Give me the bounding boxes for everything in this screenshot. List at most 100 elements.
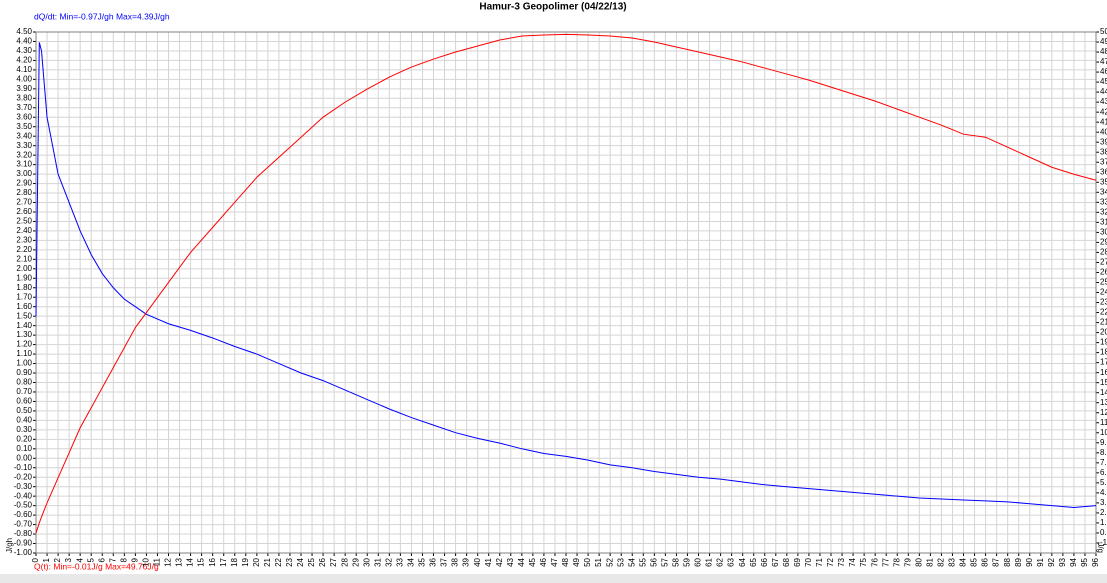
x-tick-label: 26 [318, 557, 327, 566]
x-tick-label: 74 [848, 557, 857, 566]
y2-tick-label: 16.00 [1100, 368, 1107, 377]
x-tick-label: 13 [175, 557, 184, 566]
x-tick-label: 56 [649, 557, 658, 566]
x-tick-label: 95 [1080, 557, 1089, 566]
y2-axis-label: J/g [1096, 542, 1105, 553]
x-tick-label: 27 [329, 557, 338, 566]
y2-tick-label: 11.00 [1100, 418, 1107, 427]
x-tick-label: 6 [97, 557, 106, 562]
y2-tick-label: 0.00 [1100, 528, 1107, 537]
x-tick-label: 63 [727, 557, 736, 566]
y-tick-label: 0.90 [16, 368, 32, 377]
x-tick-label: 61 [705, 557, 714, 566]
y-tick-label: 3.80 [16, 93, 32, 102]
x-tick-label: 30 [362, 557, 371, 566]
y-tick-label: -0.70 [14, 520, 33, 529]
y-axis-label: J/gh [5, 538, 14, 553]
data-line [35, 42, 1097, 509]
x-tick-label: 88 [1003, 557, 1012, 566]
y-tick-label: 0.20 [16, 434, 32, 443]
x-tick-label: 65 [749, 557, 758, 566]
x-tick-label: 47 [550, 557, 559, 566]
x-tick-label: 10 [142, 557, 151, 566]
y-tick-label: 0.70 [16, 387, 32, 396]
x-tick-label: 14 [186, 557, 195, 566]
annotation: dQ/dt: Min=-0.97J/gh Max=4.39J/gh [34, 11, 170, 21]
y-tick-label: 1.90 [16, 273, 32, 282]
y-tick-label: -0.30 [14, 482, 33, 491]
x-tick-label: 75 [859, 557, 868, 566]
y-tick-label: 2.20 [16, 245, 32, 254]
y2-tick-label: 7.00 [1100, 458, 1107, 467]
x-tick-label: 3 [64, 557, 73, 562]
y-tick-label: 1.60 [16, 302, 32, 311]
x-tick-label: 67 [771, 557, 780, 566]
x-tick-label: 57 [660, 557, 669, 566]
y-tick-label: 1.20 [16, 340, 32, 349]
x-tick-label: 33 [395, 557, 404, 566]
y-tick-label: -1.00 [14, 548, 33, 557]
x-tick-label: 92 [1047, 557, 1056, 566]
x-tick-label: 34 [407, 557, 416, 566]
y2-tick-label: 49.00 [1100, 37, 1107, 46]
y2-tick-label: 22.00 [1100, 308, 1107, 317]
x-tick-label: 53 [616, 557, 625, 566]
x-tick-label: 58 [672, 557, 681, 566]
y-tick-label: 3.40 [16, 131, 32, 140]
x-tick-label: 94 [1069, 557, 1078, 566]
y-tick-label: 0.30 [16, 425, 32, 434]
y-tick-label: 3.90 [16, 84, 32, 93]
y-tick-label: 2.00 [16, 264, 32, 273]
x-tick-label: 93 [1058, 557, 1067, 566]
y2-tick-label: -1.00 [1100, 538, 1107, 547]
y-tick-label: 3.50 [16, 122, 32, 131]
y-tick-label: 4.30 [16, 46, 32, 55]
y-tick-label: 4.10 [16, 65, 32, 74]
y2-tick-label: 21.00 [1100, 318, 1107, 327]
y-tick-label: -0.20 [14, 472, 33, 481]
x-tick-label: 29 [351, 557, 360, 566]
y-tick-label: 0.00 [16, 453, 32, 462]
x-tick-label: 68 [782, 557, 791, 566]
x-tick-label: 40 [473, 557, 482, 566]
x-tick-label: 78 [892, 557, 901, 566]
x-tick-label: 17 [219, 557, 228, 566]
x-tick-label: 85 [970, 557, 979, 566]
x-tick-label: 21 [263, 557, 272, 566]
x-tick-label: 81 [925, 557, 934, 566]
y-tick-label: 4.20 [16, 56, 32, 65]
y2-tick-label: 44.00 [1100, 87, 1107, 96]
y2-tick-label: 15.00 [1100, 378, 1107, 387]
x-tick-label: 8 [119, 557, 128, 562]
y-tick-label: 2.60 [16, 207, 32, 216]
x-tick-label: 38 [451, 557, 460, 566]
x-tick-label: 76 [870, 557, 879, 566]
x-tick-label: 52 [605, 557, 614, 566]
y-tick-label: 1.50 [16, 311, 32, 320]
x-tick-label: 62 [716, 557, 725, 566]
x-tick-label: 42 [495, 557, 504, 566]
y2-tick-label: 47.00 [1100, 57, 1107, 66]
y2-tick-label: 6.00 [1100, 468, 1107, 477]
x-tick-label: 80 [914, 557, 923, 566]
x-tick-label: 22 [274, 557, 283, 566]
x-tick-label: 41 [484, 557, 493, 566]
y2-tick-label: 36.00 [1100, 167, 1107, 176]
x-tick-label: 55 [638, 557, 647, 566]
y2-tick-label: 45.00 [1100, 77, 1107, 86]
y2-tick-label: 27.00 [1100, 258, 1107, 267]
y-tick-label: 4.00 [16, 74, 32, 83]
x-tick-label: 89 [1014, 557, 1023, 566]
y2-tick-label: 38.00 [1100, 147, 1107, 156]
y-tick-label: 2.50 [16, 217, 32, 226]
y2-tick-label: 14.00 [1100, 388, 1107, 397]
x-tick-label: 84 [959, 557, 968, 566]
x-tick-label: 25 [307, 557, 316, 566]
y2-tick-label: 37.00 [1100, 157, 1107, 166]
y2-tick-label: 50.00 [1100, 27, 1107, 36]
x-tick-label: 31 [373, 557, 382, 566]
status-bar [0, 574, 1107, 583]
y-tick-label: -0.50 [14, 501, 33, 510]
